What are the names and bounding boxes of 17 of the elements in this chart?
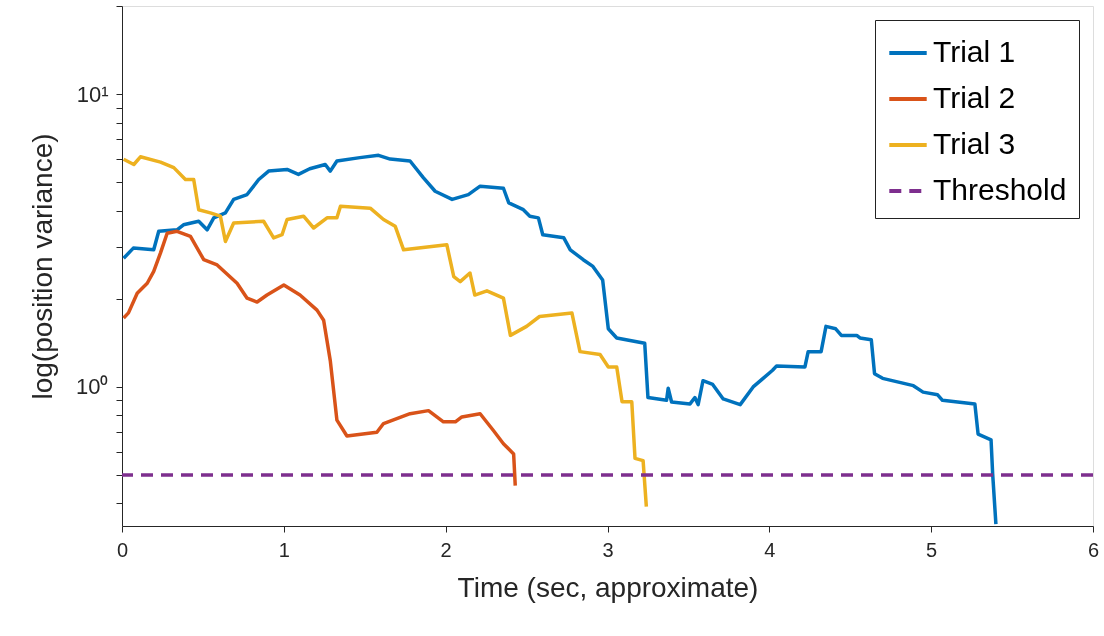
x-tick-label: 4 xyxy=(764,538,776,561)
y-tick-label: 10⁰ xyxy=(76,374,109,400)
line-series xyxy=(122,229,518,488)
x-tick-label: 3 xyxy=(602,538,614,561)
x-tick-label: 2 xyxy=(440,538,452,561)
x-tick-label: 5 xyxy=(926,538,938,561)
legend-label: Trial 1 xyxy=(933,35,1016,68)
x-tick-label: 1 xyxy=(278,538,290,561)
x-tick-label: 6 xyxy=(1087,538,1100,561)
y-tick-label: 10¹ xyxy=(76,81,109,107)
legend-label: Trial 3 xyxy=(933,127,1016,160)
line-series xyxy=(122,155,649,509)
legend-label: Trial 2 xyxy=(933,81,1016,114)
x-axis-title: Time (sec, approximate) xyxy=(457,571,759,603)
y-axis-title: log(position variance) xyxy=(27,133,59,400)
x-tick-label: 0 xyxy=(116,538,129,561)
legend-label: Threshold xyxy=(933,173,1067,206)
